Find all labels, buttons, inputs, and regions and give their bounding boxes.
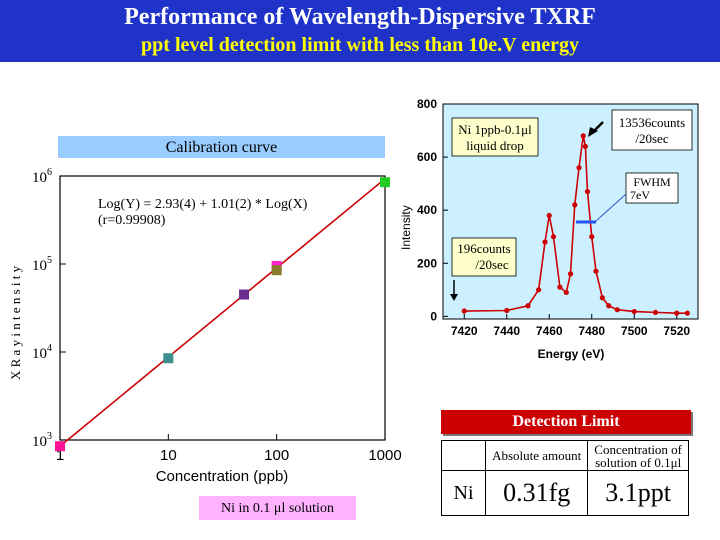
page-subtitle: ppt level detection limit with less than… [141,34,579,56]
concentration-value-cell: 3.1ppt [587,470,689,516]
calibration-y-tick-label: 105 [32,255,52,274]
element-cell: Ni [441,470,486,516]
spectrum-point [504,307,510,314]
spectrum-point [546,212,552,219]
spectrum-x-tick-label: 7460 [536,324,563,338]
peak-counts-box [611,109,693,151]
base-counts-line2: /20sec [475,257,508,272]
calibration-plot-frame [59,175,386,441]
spectrum-y-tick-label: 0 [430,309,437,323]
calibration-x-tick-label: 1000 [368,447,401,464]
spectrum-x-tick-label: 7440 [493,324,520,338]
calibration-equation: Log(Y) = 2.93(4) + 1.01(2) * Log(X) [98,197,308,212]
calibration-point [163,353,174,364]
spectrum-point [584,188,591,195]
spectrum-point [593,268,599,274]
header-concentration: Concentration of solution of 0.1μl [587,440,689,471]
spectrum-point [550,234,557,240]
base-arrow-head [450,294,458,301]
calibration-y-tick-label: 106 [32,167,52,186]
spectrum-point [557,284,563,290]
peak-counts-line2: /20sec [635,131,668,146]
absolute-value-cell: 0.31fg [484,470,589,516]
spectrum-x-tick-label: 7520 [663,324,690,338]
spectrum-x-axis-label: Energy (eV) [538,347,605,361]
spectrum-point [674,310,680,316]
calibration-x-tick-label: 1 [56,447,64,464]
spectrum-point [461,308,467,314]
spectrum-plot-frame [442,103,699,320]
spectrum-line [464,135,688,314]
calibration-y-axis-label: X R a y i n t e n s i t y [8,265,23,380]
calibration-point [239,289,250,300]
spectrum-y-axis-label: Intensity [399,205,413,250]
peak-counts-line1: 13536counts [619,115,685,130]
calibration-curve-label: Calibration curve [58,136,385,158]
spectrum-point [606,303,612,309]
sample-label: Ni in 0.1 μl solution [199,496,356,520]
spectrum-point [563,289,569,296]
spectrum-y-tick-label: 400 [417,203,437,217]
header-concentration-line2: solution of 0.1μl [595,454,682,470]
fwhm-box [625,172,679,204]
title-bar: Performance of Wavelength-Dispersive TXR… [0,0,720,62]
fwhm-label-line1: FWHM [633,175,671,189]
calibration-point [55,441,65,452]
spectrum-point [614,307,620,313]
spectrum-point [652,309,659,315]
page-title: Performance of Wavelength-Dispersive TXR… [124,4,596,30]
spectrum-point [572,202,578,208]
calibration-r-value: (r=0.99908) [98,213,166,228]
spectrum-point [599,295,605,301]
spectrum-y-tick-label: 600 [417,150,437,164]
spectrum-point [631,308,637,315]
calibration-fit-line [59,178,386,447]
fwhm-pointer [595,193,627,222]
sample-drop-label-line1: Ni 1ppb-0.1μl [458,122,532,137]
spectrum-y-tick-label: 800 [417,97,437,111]
spectrum-point [589,234,595,240]
spectrum-point [576,165,582,171]
spectrum-y-tick-label: 200 [417,256,437,270]
calibration-point [271,265,282,276]
calibration-x-axis-label: Concentration (ppb) [156,468,289,485]
calibration-point [380,177,390,188]
sample-drop-label-box [451,117,539,157]
spectrum-point [684,310,690,316]
base-counts-line1: 196counts [457,241,510,256]
spectrum-point [542,239,548,245]
spectrum-point [536,287,542,293]
calibration-y-tick-label: 104 [32,343,52,362]
calibration-y-tick-label: 103 [32,431,52,450]
sample-drop-label-line2: liquid drop [466,138,523,153]
spectrum-point [582,143,588,150]
table-corner [441,440,486,471]
spectrum-point [567,271,574,277]
calibration-x-tick-label: 100 [264,447,289,464]
header-absolute-amount: Absolute amount [484,440,589,471]
detection-limit-title: Detection Limit [441,410,691,434]
peak-arrow-head [588,127,598,137]
base-counts-box [451,237,517,277]
header-concentration-line1: Concentration of [594,441,683,457]
spectrum-x-tick-label: 7420 [451,324,478,338]
spectrum-point [580,133,586,139]
fwhm-label-line2: 7eV [630,188,650,202]
detection-limit-table: Absolute amount Concentration of solutio… [441,440,689,516]
spectrum-x-tick-label: 7500 [621,324,648,338]
spectrum-x-tick-label: 7480 [578,324,605,338]
calibration-x-tick-label: 10 [160,447,177,464]
spectrum-point [525,303,531,309]
